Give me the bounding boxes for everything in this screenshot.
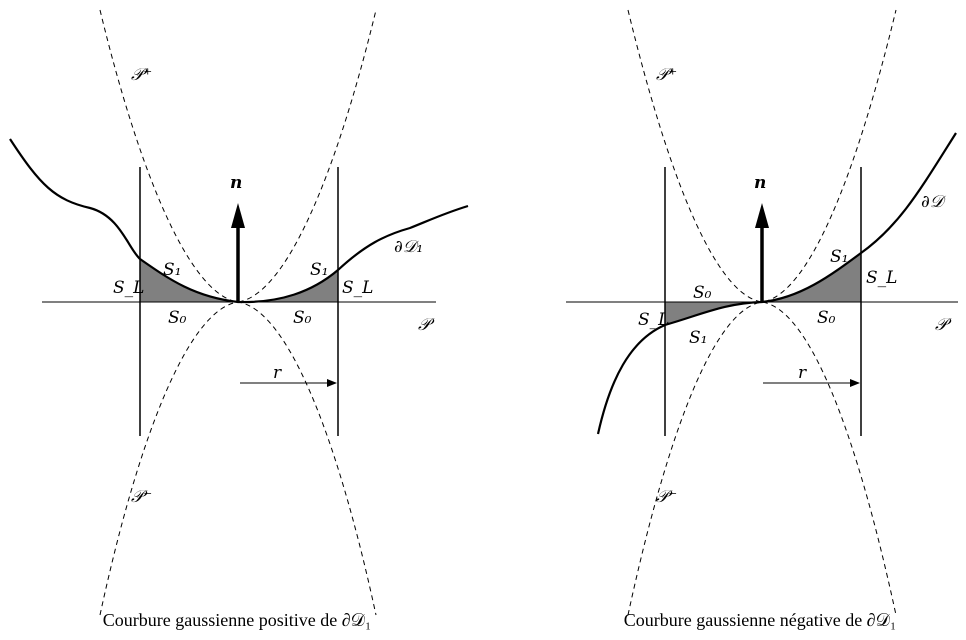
left-normal-arrowhead (231, 203, 245, 228)
left-label-p-plus: 𝒫⁺ (131, 65, 152, 85)
left-label-boundary: ∂𝒟₁ (394, 237, 423, 257)
left-label-s1-left: S₁ (163, 260, 181, 280)
left-label-radius: r (273, 363, 282, 383)
left-label-s1-right: S₁ (310, 260, 328, 280)
left-label-s0-right: S₀ (293, 308, 312, 328)
left-shade-right (238, 270, 338, 303)
left-label-sl-right: S_L (342, 278, 373, 298)
left-label-p-minus: 𝒫⁻ (131, 487, 152, 507)
right-label-boundary: ∂𝒟 (921, 192, 947, 212)
left-panel: 𝒫⁺ 𝒫⁻ 𝒫 n ∂𝒟₁ S₁ S₁ S₀ S₀ S_L S_L r Cour… (9, 9, 469, 630)
left-label-plane: 𝒫 (418, 315, 435, 335)
right-label-s0-left: S₀ (693, 283, 712, 303)
right-label-p-plus: 𝒫⁺ (656, 65, 677, 85)
left-caption: Courbure gaussienne positive de ∂𝒟₁ (103, 610, 371, 630)
right-boundary-curve (596, 132, 957, 435)
right-label-sl-left: S_L (638, 310, 669, 330)
right-label-plane: 𝒫 (935, 315, 952, 335)
right-p-minus-curve (627, 301, 897, 616)
left-label-s0-left: S₀ (168, 308, 187, 328)
right-caption: Courbure gaussienne négative de ∂𝒟₁ (624, 610, 896, 630)
right-normal-arrowhead (755, 203, 769, 228)
right-label-normal: n (754, 173, 766, 193)
right-shade-left (665, 302, 762, 325)
right-label-s1-right: S₁ (830, 247, 848, 267)
right-label-sl-right: S_L (866, 268, 897, 288)
right-shade-right (762, 253, 861, 302)
right-label-radius: r (798, 363, 807, 383)
right-p-plus-curve (627, 9, 897, 303)
left-p-plus-curve (99, 9, 377, 303)
left-label-normal: n (230, 173, 242, 193)
left-p-minus-curve (99, 301, 377, 616)
right-panel: 𝒫⁺ 𝒫⁻ 𝒫 n ∂𝒟 S₁ S₁ S₀ S₀ S_L S_L r Courb… (566, 9, 958, 630)
right-label-s1-left: S₁ (689, 328, 707, 348)
right-label-s0-right: S₀ (817, 308, 836, 328)
right-label-p-minus: 𝒫⁻ (656, 487, 677, 507)
left-label-sl-left: S_L (113, 278, 144, 298)
left-shade-left (140, 259, 238, 302)
